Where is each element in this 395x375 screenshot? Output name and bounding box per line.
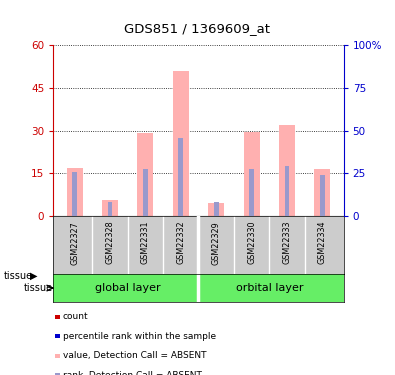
Bar (102, 200, 118, 216)
Text: GSM22333: GSM22333 (282, 221, 292, 264)
Bar (279, 125, 295, 216)
Bar (173, 70, 189, 216)
Bar (107, 202, 112, 216)
Bar (249, 169, 254, 216)
Text: percentile rank within the sample: percentile rank within the sample (63, 332, 216, 340)
Text: tissue: tissue (23, 283, 53, 293)
Text: GSM22332: GSM22332 (176, 221, 185, 264)
Bar (244, 132, 260, 216)
Text: GSM22327: GSM22327 (70, 221, 79, 264)
Bar (67, 168, 83, 216)
Text: orbital layer: orbital layer (235, 283, 303, 293)
Text: GSM22328: GSM22328 (105, 221, 115, 264)
Bar (314, 169, 330, 216)
Bar (320, 175, 325, 216)
Text: ▶: ▶ (30, 271, 37, 280)
Text: global layer: global layer (95, 283, 160, 293)
Text: GSM22334: GSM22334 (318, 221, 327, 264)
Bar (137, 134, 153, 216)
Text: tissue: tissue (4, 271, 33, 280)
Text: GSM22330: GSM22330 (247, 221, 256, 264)
Bar (214, 202, 218, 216)
Bar (179, 138, 183, 216)
Text: value, Detection Call = ABSENT: value, Detection Call = ABSENT (63, 351, 206, 360)
Bar (208, 203, 224, 216)
Text: count: count (63, 312, 88, 321)
Bar (285, 166, 290, 216)
Text: GDS851 / 1369609_at: GDS851 / 1369609_at (124, 22, 271, 34)
Bar (143, 169, 148, 216)
Text: rank, Detection Call = ABSENT: rank, Detection Call = ABSENT (63, 370, 202, 375)
Bar (72, 172, 77, 216)
Text: GSM22331: GSM22331 (141, 221, 150, 264)
Text: GSM22329: GSM22329 (212, 221, 221, 264)
